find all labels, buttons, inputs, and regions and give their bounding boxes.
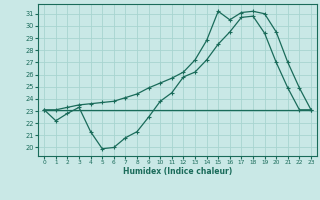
X-axis label: Humidex (Indice chaleur): Humidex (Indice chaleur) xyxy=(123,167,232,176)
